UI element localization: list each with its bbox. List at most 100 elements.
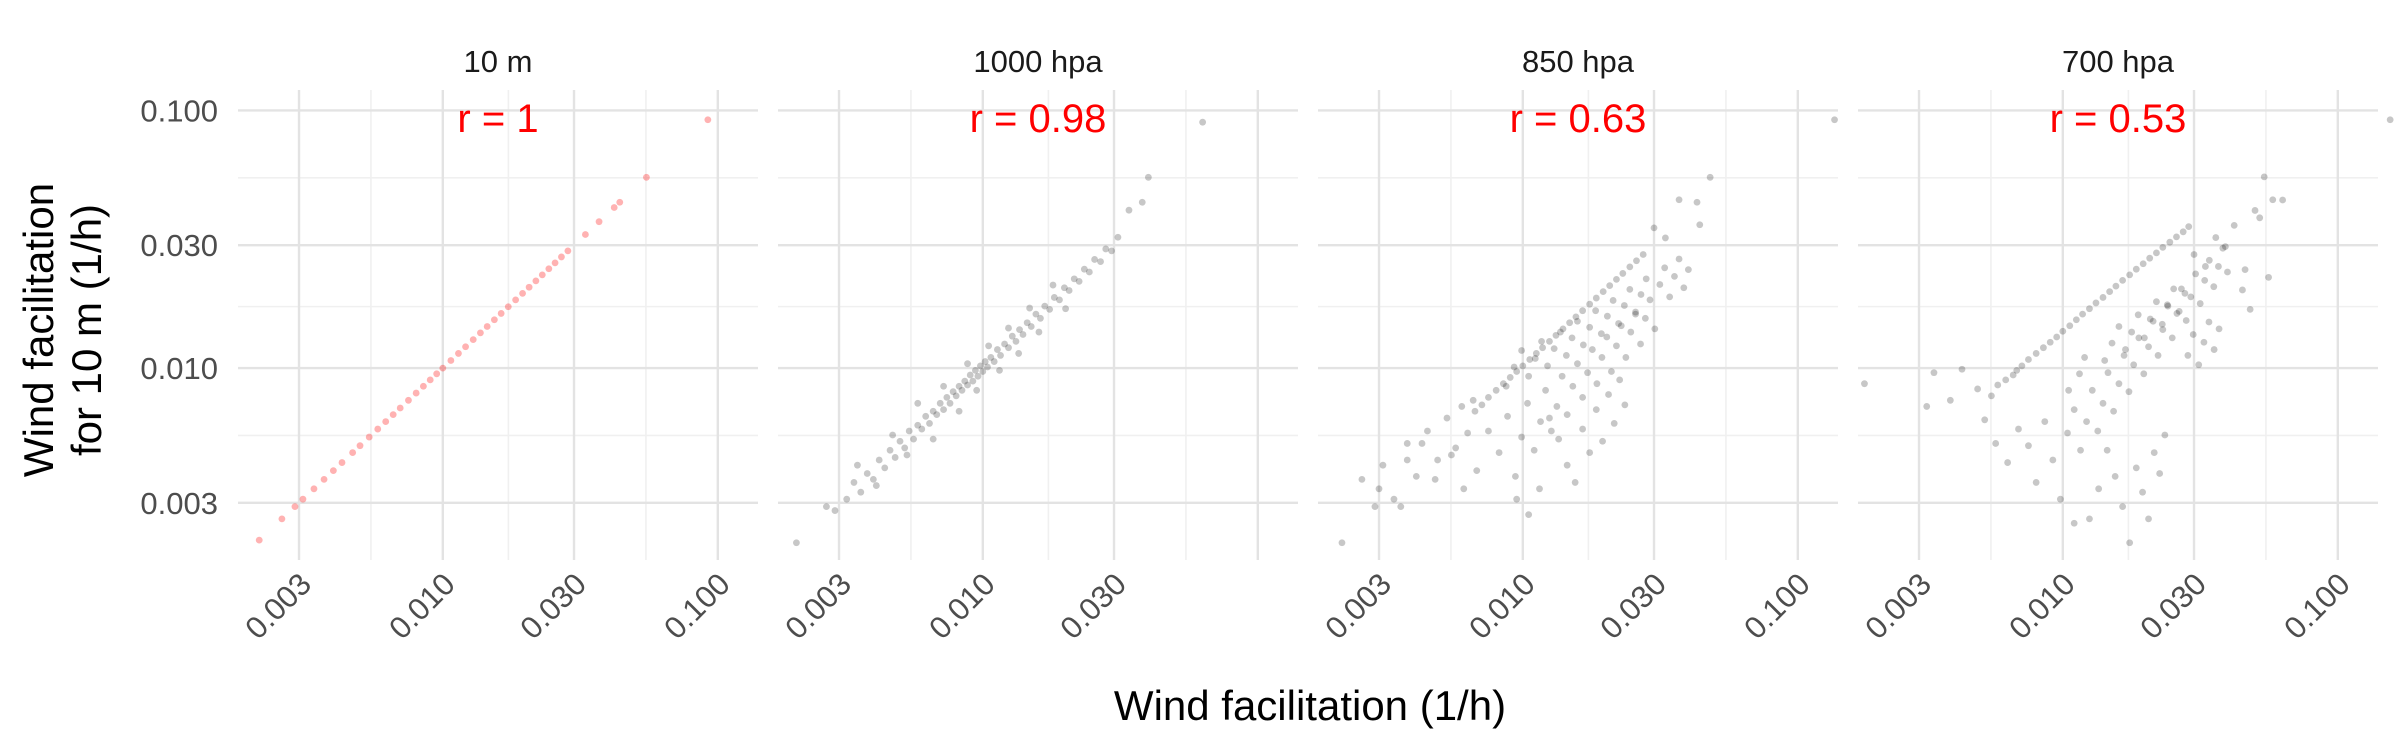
data-point — [2039, 344, 2047, 352]
facet-panel: 850 hpa r = 0.63 0.003 0.010 0.030 0.100 — [1318, 44, 1838, 646]
data-point — [2064, 429, 2071, 437]
data-point — [2070, 406, 2078, 414]
data-point — [2173, 233, 2180, 241]
data-point — [2145, 343, 2152, 351]
y-tick-label: 0.100 — [140, 93, 218, 128]
data-point — [2112, 282, 2120, 290]
data-point — [994, 346, 1001, 353]
data-point — [1538, 337, 1545, 345]
data-point — [2046, 338, 2054, 346]
data-point — [1125, 206, 1133, 214]
data-point — [1642, 275, 1650, 283]
data-point — [2130, 361, 2138, 369]
data-point — [1651, 325, 1659, 333]
data-point — [1525, 372, 1533, 380]
data-point — [1012, 337, 1020, 345]
data-point — [2081, 354, 2088, 361]
data-point — [1632, 308, 1639, 316]
data-point — [1579, 425, 1587, 433]
data-point — [1506, 374, 1514, 381]
data-point — [2269, 196, 2277, 204]
data-point — [1563, 461, 1571, 469]
data-point — [1579, 307, 1587, 315]
data-point — [936, 399, 944, 407]
x-tick-label: 0.100 — [657, 566, 737, 646]
data-point — [1606, 282, 1614, 289]
data-point — [1547, 427, 1555, 435]
data-point — [881, 464, 889, 472]
data-point — [2153, 298, 2160, 306]
data-point — [2002, 376, 2010, 384]
data-point — [545, 265, 553, 273]
data-point — [903, 451, 911, 459]
x-tick-label: 0.100 — [1737, 566, 1817, 646]
data-point — [1568, 334, 1576, 342]
data-point — [2158, 320, 2166, 328]
data-point — [439, 364, 447, 372]
data-point — [1923, 403, 1931, 410]
data-point — [1597, 330, 1605, 338]
data-point — [1661, 264, 1669, 272]
data-point — [1005, 324, 1012, 332]
data-point — [2083, 418, 2090, 425]
data-point — [1584, 369, 1591, 377]
data-point — [1531, 355, 1539, 362]
x-tick-label: 0.100 — [2277, 566, 2357, 646]
data-point — [2164, 302, 2172, 310]
x-tick-label: 0.030 — [2133, 566, 2213, 646]
data-point — [2179, 228, 2187, 236]
data-point — [2025, 442, 2032, 450]
data-point — [1091, 256, 1099, 263]
data-point — [1615, 320, 1622, 327]
data-point — [1371, 503, 1379, 511]
data-point — [1536, 485, 1543, 493]
data-point — [2076, 370, 2083, 378]
data-point — [1603, 333, 1611, 341]
data-point — [1592, 406, 1600, 414]
data-point — [2189, 331, 2197, 338]
data-point — [1605, 391, 1612, 398]
data-point — [1530, 446, 1538, 454]
data-point — [616, 198, 624, 206]
data-point — [1448, 451, 1455, 459]
data-point — [356, 442, 364, 450]
data-point — [1646, 296, 1654, 304]
data-point — [2004, 459, 2012, 466]
data-point — [2205, 318, 2213, 326]
data-point — [1199, 118, 1207, 126]
data-point — [2077, 446, 2084, 454]
data-point — [2201, 276, 2209, 284]
data-point — [2170, 285, 2178, 293]
data-point — [2101, 357, 2109, 364]
data-point — [1513, 368, 1521, 375]
x-tick-label: 0.003 — [1858, 566, 1938, 646]
data-point — [538, 271, 546, 279]
data-point — [1706, 173, 1714, 181]
facet-title: 1000 hpa — [973, 44, 1103, 79]
correlation-label: r = 0.63 — [1510, 97, 1647, 141]
data-point — [2210, 346, 2218, 353]
data-point — [875, 456, 883, 464]
data-point — [1613, 342, 1620, 350]
data-point — [1375, 485, 1383, 493]
data-point — [2108, 339, 2116, 347]
data-point — [1546, 337, 1553, 345]
data-point — [412, 389, 420, 397]
data-point — [1418, 440, 1426, 447]
data-point — [1080, 265, 1088, 273]
data-point — [504, 303, 512, 311]
data-point — [1502, 382, 1510, 390]
data-point — [2215, 325, 2223, 333]
data-point — [1620, 302, 1628, 309]
data-point — [1412, 472, 1420, 480]
data-point — [1544, 362, 1551, 370]
y-tick-label: 0.003 — [140, 486, 218, 521]
data-point — [1458, 403, 1466, 410]
data-point — [2173, 310, 2181, 317]
data-point — [1403, 456, 1411, 464]
data-point — [2099, 399, 2107, 407]
data-point — [2185, 223, 2193, 231]
data-point — [1637, 291, 1645, 298]
data-point — [2041, 418, 2049, 425]
data-point — [310, 485, 318, 493]
